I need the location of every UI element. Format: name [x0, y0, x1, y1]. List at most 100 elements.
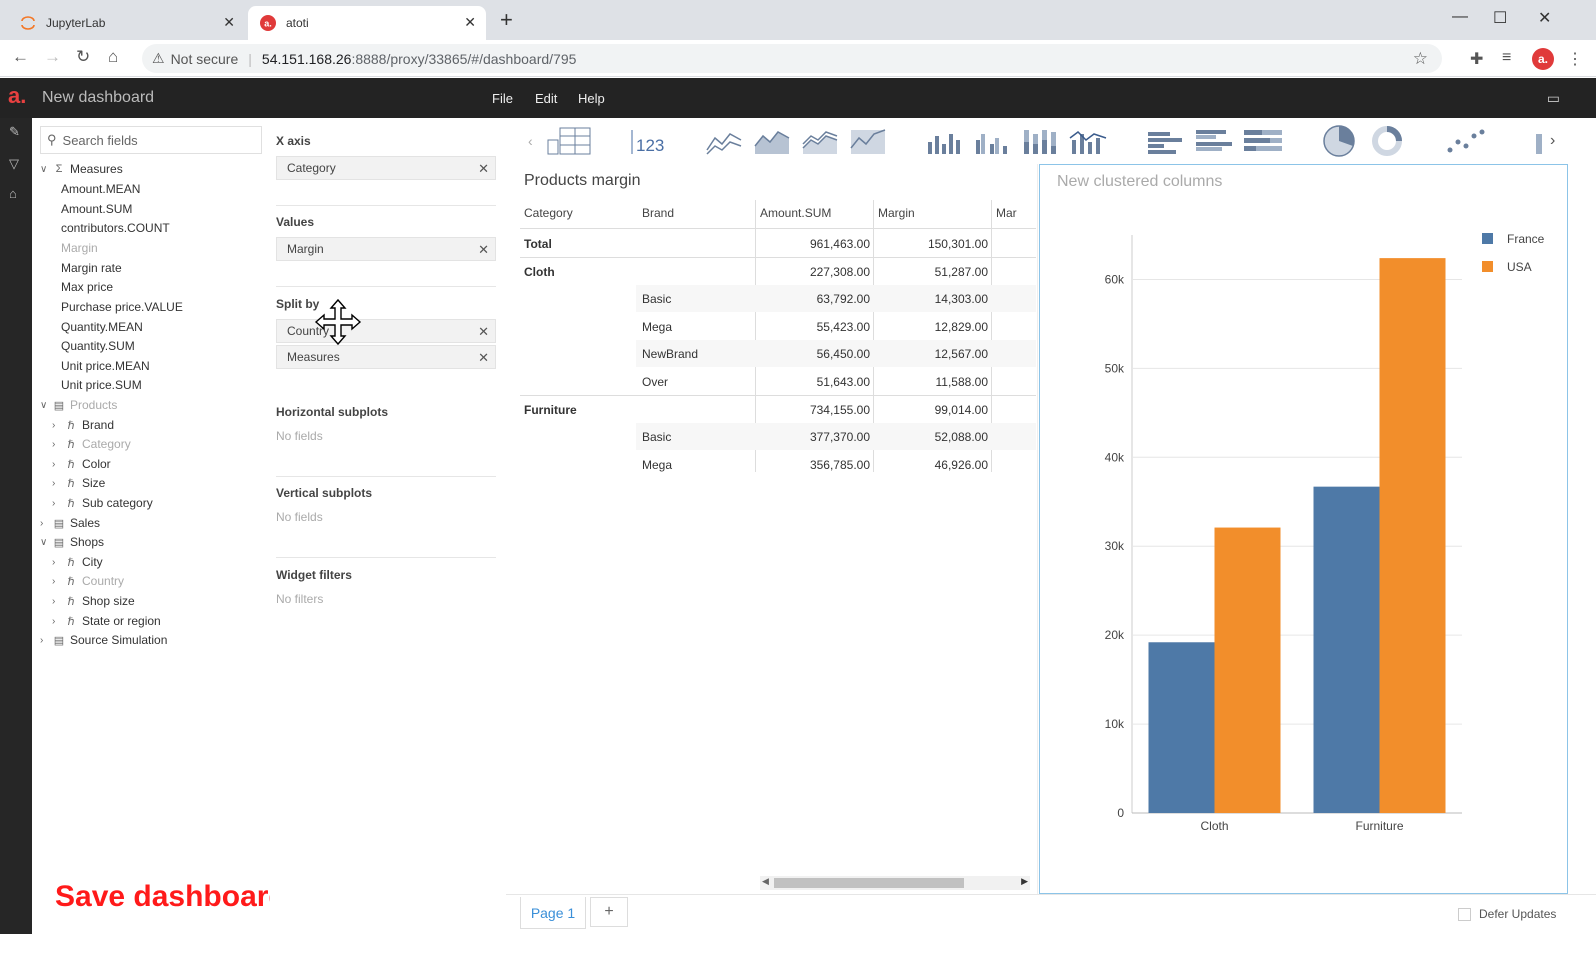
table-title[interactable]: Products margin — [524, 172, 641, 189]
menu-file[interactable]: File — [492, 91, 513, 106]
tree-node-hierarchy[interactable]: › ℏ Category — [52, 437, 131, 451]
remove-icon[interactable]: ✕ — [478, 350, 489, 365]
menu-help[interactable]: Help — [578, 91, 605, 106]
tree-leaf-measure[interactable]: Quantity.MEAN — [61, 320, 143, 334]
scroll-right-icon[interactable]: ▶ — [1021, 876, 1028, 886]
tree-leaf-measure[interactable]: Max price — [61, 280, 114, 294]
combo-chart-icon[interactable] — [1068, 124, 1108, 158]
tree-node-hierarchy[interactable]: › ℏ Sub category — [52, 496, 153, 510]
media-queue-icon[interactable]: ≡ — [1502, 49, 1512, 66]
defer-updates-toggle[interactable]: Defer Updates — [1458, 907, 1556, 921]
remove-icon[interactable]: ✕ — [478, 242, 489, 257]
scroll-left-icon[interactable]: ◀ — [762, 876, 769, 886]
defer-updates-checkbox[interactable] — [1458, 907, 1471, 921]
new-tab-icon[interactable]: + — [500, 7, 513, 32]
tree-leaf-measure[interactable]: Quantity.SUM — [61, 339, 135, 353]
menu-edit[interactable]: Edit — [535, 91, 558, 106]
style-icon[interactable]: ⌂ — [9, 186, 17, 201]
chevron-left-icon[interactable]: ‹ — [528, 133, 533, 149]
dashboard-title[interactable]: New dashboard — [42, 89, 155, 106]
tree-leaf-measure[interactable]: Purchase price.VALUE — [61, 300, 183, 314]
tree-node-hierarchy[interactable]: › ℏ City — [52, 555, 103, 569]
header-amount-sum[interactable]: Amount.SUM — [760, 206, 832, 220]
pivot-table-widget[interactable]: Products margin Category Brand Amount.SU… — [510, 164, 1038, 894]
page-tab[interactable]: Page 1 — [520, 897, 586, 929]
percent-area-icon[interactable] — [848, 124, 888, 158]
values-chip[interactable]: Margin ✕ — [276, 237, 496, 261]
line-chart-icon[interactable] — [704, 124, 744, 158]
bar-chart-icon[interactable] — [1146, 124, 1190, 158]
close-icon[interactable]: ✕ — [464, 14, 476, 30]
area-chart-icon[interactable] — [752, 124, 792, 158]
window-close-icon[interactable]: ✕ — [1538, 10, 1552, 27]
remove-icon[interactable]: ✕ — [478, 161, 489, 176]
tree-leaf-measure[interactable]: Margin — [61, 241, 98, 255]
clustered-columns-widget[interactable]: New clustered columns 0 10k 20k 30k 40k 50k 60… — [1039, 164, 1568, 894]
vertical-subplots-empty[interactable]: No fields — [276, 510, 323, 524]
close-icon[interactable]: ✕ — [223, 14, 235, 30]
add-page-button[interactable]: + — [590, 897, 628, 927]
display-mode-icon[interactable]: ▭ — [1546, 90, 1560, 106]
bookmark-star-icon[interactable]: ☆ — [1412, 49, 1428, 68]
tree-leaf-measure[interactable]: contributors.COUNT — [61, 221, 170, 235]
edit-icon[interactable]: ✎ — [9, 124, 20, 139]
table-row[interactable]: Mega 55,423.00 12,829.00 — [636, 313, 1036, 340]
kpi-icon[interactable]: 123 — [628, 124, 668, 158]
tree-node-hierarchy[interactable]: › ℏ Brand — [52, 418, 115, 432]
profile-avatar[interactable]: a. — [1532, 48, 1554, 70]
table-row[interactable]: NewBrand 56,450.00 12,567.00 — [636, 340, 1036, 367]
tree-node-products[interactable]: ∨ ▤ Products — [40, 398, 118, 412]
minimize-icon[interactable]: — — [1452, 8, 1468, 25]
table-row[interactable]: Basic 63,792.00 14,303.00 — [636, 285, 1036, 312]
chevron-right-icon[interactable]: › — [1550, 132, 1556, 149]
tree-leaf-measure[interactable]: Margin rate — [61, 261, 122, 275]
tree-node-hierarchy[interactable]: › ℏ Shop size — [52, 594, 135, 608]
browser-tab-atoti[interactable]: a. atoti ✕ — [248, 6, 486, 40]
x-axis-chip[interactable]: Category ✕ — [276, 156, 496, 180]
header-category[interactable]: Category — [524, 206, 573, 220]
search-input[interactable]: ⚲ Search fields — [40, 126, 262, 154]
table-row[interactable]: Cloth 227,308.00 51,287.00 — [520, 258, 1036, 285]
reload-icon[interactable]: ↻ — [76, 47, 91, 66]
scrollbar-thumb[interactable] — [774, 878, 964, 888]
kebab-menu-icon[interactable]: ⋮ — [1567, 51, 1583, 68]
column-chart-icon[interactable] — [924, 124, 964, 158]
table-row[interactable]: Furniture 734,155.00 99,014.00 — [520, 396, 1036, 423]
more-charts-icon[interactable] — [1530, 124, 1544, 158]
url-input[interactable]: ⚠ Not secure | 54.151.168.26 :8888/proxy… — [142, 44, 1442, 73]
tree-node-hierarchy[interactable]: › ℏ State or region — [52, 614, 161, 628]
tree-leaf-measure[interactable]: Amount.MEAN — [61, 182, 141, 196]
table-row[interactable]: Mega 356,785.00 46,926.00 — [636, 451, 1036, 478]
scatter-chart-icon[interactable] — [1444, 124, 1488, 158]
header-margin[interactable]: Margin — [878, 206, 915, 220]
filter-icon[interactable]: ▽ — [9, 156, 19, 171]
tree-leaf-measure[interactable]: Unit price.SUM — [61, 378, 142, 392]
maximize-icon[interactable]: ☐ — [1493, 10, 1508, 27]
tree-node-shops[interactable]: ∨ ▤ Shops — [40, 535, 105, 549]
table-row[interactable]: Total 961,463.00 150,301.00 — [520, 230, 1036, 257]
header-brand[interactable]: Brand — [642, 206, 675, 220]
pivot-table-icon[interactable] — [546, 124, 592, 158]
chart-title[interactable]: New clustered columns — [1057, 173, 1223, 190]
tree-node-hierarchy[interactable]: › ℏ Color — [52, 457, 111, 471]
horizontal-subplots-empty[interactable]: No fields — [276, 429, 323, 443]
clustered-columns-icon[interactable] — [972, 124, 1012, 158]
tree-node-hierarchy[interactable]: › ℏ Country — [52, 574, 125, 588]
horizontal-scrollbar[interactable]: ◀ ▶ — [760, 876, 1030, 890]
tree-leaf-measure[interactable]: Unit price.MEAN — [61, 359, 150, 373]
tree-node-hierarchy[interactable]: › ℏ Size — [52, 476, 106, 490]
split-by-chip-measures[interactable]: Measures ✕ — [276, 345, 496, 369]
back-icon[interactable]: ← — [12, 47, 29, 66]
stacked-columns-icon[interactable] — [1020, 124, 1060, 158]
extensions-icon[interactable]: ✚ — [1470, 51, 1484, 68]
tree-node-measures[interactable]: ∨ Σ Measures — [40, 162, 123, 176]
stacked-area-icon[interactable] — [800, 124, 840, 158]
pie-chart-icon[interactable] — [1322, 124, 1358, 158]
widget-filters-empty[interactable]: No filters — [276, 592, 324, 606]
table-row[interactable]: Over 51,643.00 11,588.00 — [636, 368, 1036, 395]
header-margin-rate[interactable]: Mar — [996, 206, 1017, 220]
forward-icon[interactable]: → — [44, 47, 61, 66]
browser-tab-jupyterlab[interactable]: JupyterLab ✕ — [8, 6, 245, 40]
tree-leaf-measure[interactable]: Amount.SUM — [61, 202, 133, 216]
clustered-bars-icon[interactable] — [1194, 124, 1238, 158]
